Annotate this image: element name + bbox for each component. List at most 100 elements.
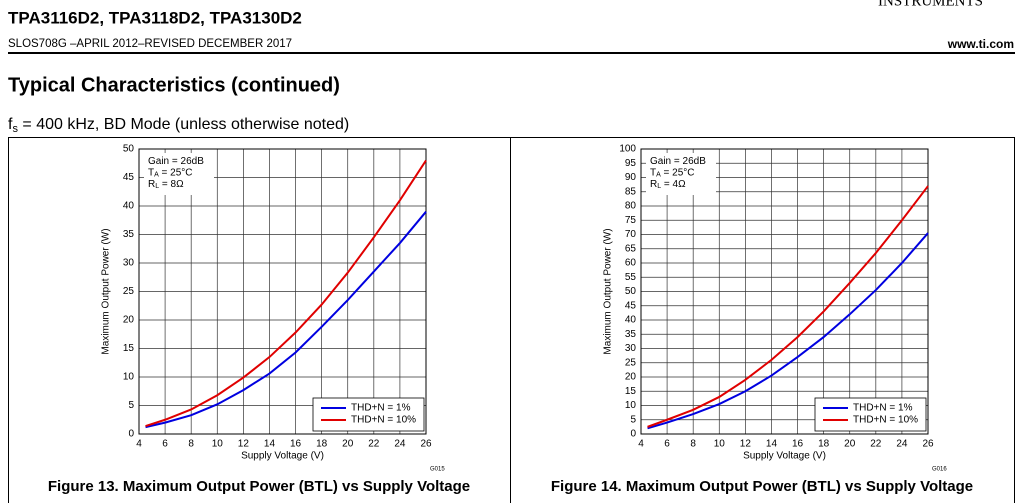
x-tick-label: 6 (162, 439, 168, 450)
y-tick-label: 20 (123, 315, 135, 326)
annotation-part: T (650, 167, 656, 178)
x-tick-label: 24 (394, 439, 406, 450)
line (647, 232, 929, 430)
cond-sub: s (12, 123, 18, 135)
x-tick-label: 14 (766, 439, 778, 450)
y-tick-label: 45 (123, 172, 135, 183)
x-tick-label: 10 (714, 439, 726, 450)
legend-label: THD+N = 1% (351, 403, 411, 414)
plot-frame (640, 148, 929, 435)
annotation-part: Gain = 26dB (650, 156, 706, 167)
line (145, 159, 427, 427)
annotation-part: R (148, 179, 155, 190)
y-tick-label: 30 (625, 343, 637, 354)
y-tick-label: 40 (123, 201, 135, 212)
annotation-part: L (155, 183, 159, 190)
plot-frame (138, 148, 427, 435)
legend-box (312, 397, 425, 432)
figure-code: G016 (932, 467, 947, 473)
y-tick-label: 10 (123, 372, 135, 383)
cond-f: f (8, 116, 13, 133)
annotation-part: = 25°C (661, 167, 695, 178)
annotation-part: T (148, 167, 154, 178)
x-tick-label: 18 (818, 439, 830, 450)
y-tick-label: 45 (625, 300, 637, 311)
y-tick-label: 5 (630, 414, 636, 425)
annotation-part: = 4Ω (661, 179, 686, 190)
y-tick-label: 90 (625, 172, 637, 183)
y-tick-label: 95 (625, 158, 637, 169)
figure-caption: Figure 13. Maximum Output Power (BTL) vs… (48, 478, 470, 495)
line (145, 211, 427, 429)
y-tick-label: 50 (625, 286, 637, 297)
y-axis-label: Maximum Output Power (W) (603, 228, 614, 354)
y-tick-label: 100 (619, 144, 636, 155)
site: www.ti.com (947, 37, 1014, 51)
y-tick-label: 60 (625, 258, 637, 269)
annotation-part: Gain = 26dB (148, 156, 204, 167)
x-tick-label: 22 (368, 439, 380, 450)
x-tick-label: 8 (690, 439, 696, 450)
annotation: RL = 8Ω (148, 179, 184, 190)
y-tick-label: 25 (625, 357, 637, 368)
y-tick-label: 35 (123, 229, 135, 240)
x-tick-label: 4 (136, 439, 142, 450)
x-tick-label: 16 (792, 439, 804, 450)
legend-label: THD+N = 1% (853, 403, 913, 414)
annotation-part: R (650, 179, 657, 190)
line (647, 185, 929, 428)
annotation-part: = 8Ω (159, 179, 184, 190)
x-axis-label: Supply Voltage (V) (743, 451, 826, 462)
rule (8, 52, 1015, 54)
y-tick-label: 10 (625, 400, 637, 411)
y-tick-label: 30 (123, 258, 135, 269)
section-title: Typical Characteristics (continued) (8, 74, 340, 96)
x-tick-label: 10 (212, 439, 224, 450)
annotation-part: = 25°C (159, 167, 193, 178)
y-tick-label: 5 (128, 400, 134, 411)
y-tick-label: 65 (625, 243, 637, 254)
y-tick-label: 55 (625, 272, 637, 283)
figure-code: G015 (430, 467, 445, 473)
y-tick-label: 15 (123, 343, 135, 354)
annotation: TA = 25°C (650, 167, 695, 178)
y-tick-label: 20 (625, 372, 637, 383)
annotation: Gain = 26dB (650, 156, 706, 167)
y-tick-label: 40 (625, 315, 637, 326)
legend-box (814, 397, 927, 432)
annotation-part: A (154, 171, 159, 178)
y-tick-label: 0 (630, 429, 636, 440)
y-tick-label: 85 (625, 186, 637, 197)
y-axis-label: Maximum Output Power (W) (101, 228, 112, 354)
annotation: RL = 4Ω (650, 179, 686, 190)
annotation-part: L (657, 183, 661, 190)
y-tick-label: 0 (128, 429, 134, 440)
cond-text: = 400 kHz, BD Mode (unless otherwise not… (18, 116, 349, 133)
annotation: Gain = 26dB (148, 156, 204, 167)
figure-caption: Figure 14. Maximum Output Power (BTL) vs… (551, 478, 973, 495)
annotation-part: A (656, 171, 661, 178)
x-tick-label: 22 (870, 439, 882, 450)
x-tick-label: 16 (290, 439, 302, 450)
conditions: fs = 400 kHz, BD Mode (unless otherwise … (8, 116, 349, 135)
x-tick-label: 20 (342, 439, 354, 450)
annotation: TA = 25°C (148, 167, 193, 178)
legend-label: THD+N = 10% (351, 415, 416, 426)
annotation-box (646, 153, 716, 195)
doc-id: SLOS708G –APRIL 2012–REVISED DECEMBER 20… (8, 38, 292, 50)
x-tick-label: 4 (638, 439, 644, 450)
y-tick-label: 50 (123, 144, 135, 155)
x-tick-label: 20 (844, 439, 856, 450)
y-tick-label: 75 (625, 215, 637, 226)
x-tick-label: 26 (420, 439, 432, 450)
annotation-box (144, 153, 214, 195)
x-tick-label: 12 (238, 439, 250, 450)
y-tick-label: 80 (625, 201, 637, 212)
y-tick-label: 70 (625, 229, 637, 240)
x-tick-label: 18 (316, 439, 328, 450)
x-tick-label: 26 (922, 439, 934, 450)
doc-title: TPA3116D2, TPA3118D2, TPA3130D2 (8, 8, 302, 27)
brand: INSTRUMENTS (878, 0, 983, 9)
x-tick-label: 24 (896, 439, 908, 450)
